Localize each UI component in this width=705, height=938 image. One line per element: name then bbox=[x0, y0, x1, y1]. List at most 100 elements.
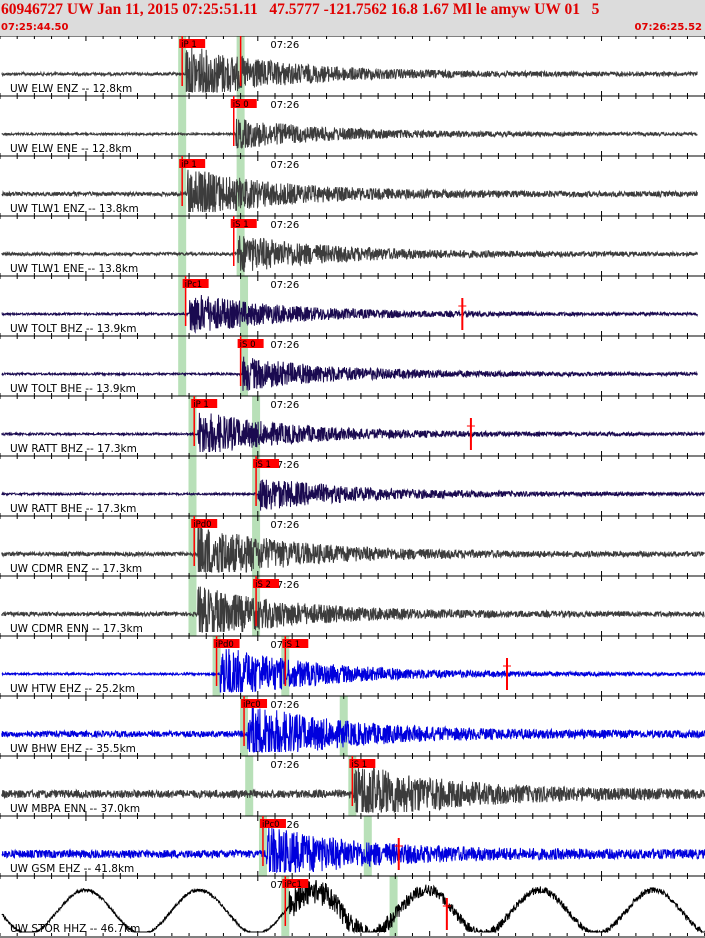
time-tick-label: 07:26 bbox=[270, 520, 299, 531]
trace-label: UW TOLT BHE -- 13.9km bbox=[10, 383, 136, 395]
pick-flag bbox=[237, 339, 264, 348]
pick-flag bbox=[179, 159, 206, 168]
waveform bbox=[1, 705, 705, 753]
phase-band bbox=[245, 756, 254, 816]
pick-label: iS 0 bbox=[233, 100, 249, 110]
waveform bbox=[1, 235, 698, 273]
trace-row: 07:26 iS 1 UW MBPA ENN -- 37.0km bbox=[0, 755, 705, 816]
pick-flag bbox=[191, 399, 218, 408]
pick-label: iPc1 bbox=[284, 880, 302, 890]
pick-flag bbox=[182, 279, 209, 288]
start-time: 07:25:44.50 bbox=[1, 22, 69, 33]
pick-flag bbox=[282, 879, 309, 888]
time-tick-label: 07:26 bbox=[270, 340, 299, 351]
waveform bbox=[1, 525, 705, 573]
event-title: 60946727 UW Jan 11, 2015 07:25:51.11 47.… bbox=[1, 1, 600, 18]
trace-row: 07:26 iPd0 UW CDMR ENZ -- 17.3km bbox=[0, 515, 705, 576]
trace-label: UW ELW ENE -- 12.8km bbox=[10, 143, 132, 155]
trace-row: 07:26 iPc1 UW TOLT BHZ -- 13.9km bbox=[0, 275, 705, 336]
pick-label: iPc1 bbox=[185, 280, 203, 290]
pick-flag bbox=[349, 759, 376, 768]
phase-band bbox=[188, 576, 197, 636]
waveform bbox=[1, 169, 698, 213]
time-tick-label: 07:26 bbox=[270, 100, 299, 111]
time-tick-label: 07:26 bbox=[270, 580, 299, 591]
time-tick-label: 07:26 bbox=[270, 280, 299, 291]
trace-label: UW TLW1 ENZ -- 13.8km bbox=[10, 203, 139, 215]
pick-flag bbox=[230, 99, 257, 108]
trace-row: 07:26 iPc0 UW BHW EHZ -- 35.5km bbox=[0, 695, 705, 756]
waveform bbox=[1, 46, 698, 93]
waveform bbox=[1, 648, 705, 693]
trace-label: UW RATT BHE -- 17.3km bbox=[10, 503, 136, 515]
trace-label: UW ELW ENZ -- 12.8km bbox=[10, 83, 132, 95]
pick-flag bbox=[230, 219, 257, 228]
pick-label: iS 1 bbox=[233, 220, 249, 230]
trace-label: UW HTW EHZ -- 25.2km bbox=[10, 683, 135, 695]
phase-band bbox=[363, 816, 372, 876]
waveform bbox=[1, 294, 698, 334]
trace-row: 07:26 iP 1 UW ELW ENZ -- 12.8km bbox=[0, 36, 705, 96]
trace-label: UW TLW1 ENE -- 13.8km bbox=[10, 263, 138, 275]
pick-label: iS 1 bbox=[255, 460, 271, 470]
trace-row: 07:26 iS 1 UW TLW1 ENE -- 13.8km bbox=[0, 215, 705, 276]
pick-label: iPc0 bbox=[262, 820, 280, 830]
end-time: 07:26:25.52 bbox=[634, 22, 702, 33]
pick-label: iP 1 bbox=[181, 160, 197, 170]
pick-label: iS 1 bbox=[284, 640, 300, 650]
pick-label: iS 0 bbox=[240, 340, 256, 350]
waveform bbox=[1, 765, 705, 814]
phase-band bbox=[389, 876, 398, 936]
time-tick-label: 07:26 bbox=[270, 160, 299, 171]
phase-band bbox=[178, 336, 187, 396]
trace-label: UW CDMR ENN -- 17.3km bbox=[10, 623, 143, 635]
pick-flag bbox=[213, 639, 240, 648]
phase-band bbox=[188, 396, 197, 456]
trace-label: UW MBPA ENN -- 37.0km bbox=[10, 803, 140, 815]
trace-row: 07:26 iP 1 UW RATT BHZ -- 17.3km bbox=[0, 395, 705, 456]
trace-row: 07:26 iS 0 UW TOLT BHE -- 13.9km bbox=[0, 335, 705, 396]
waveform bbox=[1, 412, 705, 453]
trace-label: UW RATT BHZ -- 17.3km bbox=[10, 443, 137, 455]
waveform bbox=[1, 879, 705, 934]
pick-label: iS 2 bbox=[255, 580, 271, 590]
trace-label: UW TOLT BHZ -- 13.9km bbox=[10, 323, 136, 335]
phase-band bbox=[236, 216, 245, 276]
trace-row: 07:26 iP 1 UW TLW1 ENZ -- 13.8km bbox=[0, 155, 705, 216]
pick-flag bbox=[191, 519, 218, 528]
trace-label: UW CDMR ENZ -- 17.3km bbox=[10, 563, 142, 575]
trace-label: UW GSM EHZ -- 41.8km bbox=[10, 863, 134, 875]
pick-flag bbox=[179, 39, 206, 48]
pick-label: iPd0 bbox=[216, 640, 234, 650]
header-bar: 60946727 UW Jan 11, 2015 07:25:51.11 47.… bbox=[0, 0, 705, 36]
waveform bbox=[1, 118, 698, 150]
pick-flag bbox=[253, 579, 280, 588]
time-tick-label: 07:26 bbox=[270, 760, 299, 771]
phase-band bbox=[178, 216, 187, 276]
pick-label: iP 1 bbox=[181, 40, 197, 50]
trace-row: 07:26 iS 0 UW ELW ENE -- 12.8km bbox=[0, 95, 705, 156]
pick-flag bbox=[282, 639, 309, 648]
time-tick-label: 07:26 bbox=[270, 460, 299, 471]
phase-band bbox=[188, 516, 197, 576]
time-tick-label: 07:26 bbox=[270, 400, 299, 411]
trace-label: UW STOR HHZ -- 46.7km bbox=[10, 923, 140, 935]
time-tick-label: 07:26 bbox=[270, 700, 299, 711]
pick-label: iP 1 bbox=[193, 400, 209, 410]
time-tick-label: 07:26 bbox=[270, 220, 299, 231]
pick-flag bbox=[241, 699, 268, 708]
pick-label: iPc0 bbox=[243, 700, 261, 710]
seismogram-plot: 07:26 iP 1 UW ELW ENZ -- 12.8km 07:26 iS 0 UW… bbox=[0, 36, 705, 938]
waveform bbox=[1, 479, 705, 511]
trace-label: UW BHW EHZ -- 35.5km bbox=[10, 743, 136, 755]
pick-flag bbox=[259, 819, 286, 828]
phase-band bbox=[178, 276, 187, 336]
phase-band bbox=[178, 96, 187, 156]
pick-label: iS 1 bbox=[351, 760, 367, 770]
trace-row: 07:26iPd0iS 1UW HTW EHZ -- 25.2km bbox=[0, 635, 705, 696]
phase-band bbox=[188, 456, 197, 516]
